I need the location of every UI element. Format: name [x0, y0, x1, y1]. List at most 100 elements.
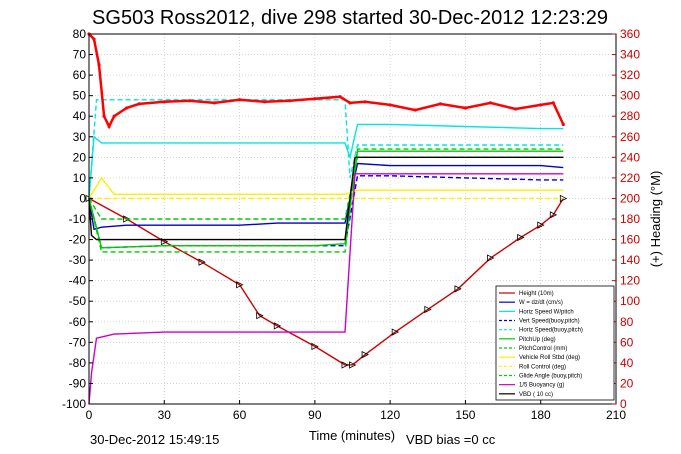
heading-point: [97, 63, 101, 67]
height-point: [236, 281, 244, 289]
y-tick-label-right: 360: [620, 27, 640, 41]
series-w-dz-dt-cm-s: [88, 162, 564, 231]
y-tick-label-left: 20: [73, 150, 87, 164]
legend-label: Vert Speed(buoy,pitch): [519, 319, 580, 325]
heading-point: [463, 106, 468, 110]
legend-label: PitchControl (mm): [519, 346, 567, 352]
y-tick-label-left: -50: [69, 294, 87, 308]
height-point: [123, 215, 131, 223]
series-vbd-10-cc: [88, 156, 564, 241]
y-tick-label-right: 20: [620, 376, 634, 390]
y-tick-label-right: 100: [620, 294, 640, 308]
y-tick-label-left: 60: [73, 68, 87, 82]
height-point: [349, 361, 357, 369]
legend-label: Glide Angle (buoy,pitch): [519, 374, 582, 380]
height-point: [391, 328, 400, 336]
x-tick-label: 210: [606, 408, 626, 422]
y-tick-label-left: 40: [73, 109, 87, 123]
heading-point: [162, 100, 166, 104]
heading-point: [125, 106, 129, 110]
y-tick-label-right: 40: [620, 356, 634, 370]
height-point: [311, 342, 319, 351]
heading-point: [338, 95, 342, 99]
heading-point: [551, 101, 555, 105]
y-tick-label-left: -70: [69, 335, 87, 349]
series-group: [85, 32, 568, 405]
series-horiz-speed-buoy-pitch: [88, 99, 564, 199]
right-axis-label: (+) Heading (°M): [648, 171, 663, 268]
height-point: [256, 311, 264, 320]
heading-point: [92, 37, 96, 41]
series-glide-angle-buoy-pitch: [88, 148, 564, 253]
footer-timestamp: 30-Dec-2012 15:49:15: [90, 432, 219, 447]
x-tick-label: 60: [233, 408, 247, 422]
y-tick-label-left: 30: [73, 130, 87, 144]
height-point: [537, 221, 545, 229]
heading-point: [539, 103, 543, 107]
height-point: [273, 322, 282, 330]
heading-point: [514, 107, 518, 111]
heading-point: [388, 103, 392, 107]
y-tick-label-left: 80: [73, 27, 87, 41]
legend-label: VBD ( 10 cc): [519, 392, 553, 398]
series-vehicle-roll-stbd-deg: [88, 176, 564, 199]
y-tick-label-right: 240: [620, 150, 640, 164]
height-point: [549, 211, 558, 219]
heading-point: [288, 99, 292, 103]
height-point: [424, 305, 432, 314]
y-tick-label-right: 180: [620, 212, 640, 226]
heading-point: [348, 101, 352, 105]
y-tick-label-left: -10: [69, 212, 87, 226]
y-tick-label-left: -100: [62, 397, 86, 411]
y-tick-label-right: 320: [620, 68, 640, 82]
y-tick-label-right: 140: [620, 253, 640, 267]
legend-label: Vehicle Roll Stbd (deg): [519, 355, 580, 361]
heading-point: [263, 100, 267, 104]
legend-label: Height (10m): [519, 291, 554, 297]
y-tick-label-left: 0: [79, 191, 86, 205]
x-axis-label: Time (minutes): [309, 428, 395, 443]
y-tick-label-right: 80: [620, 315, 634, 329]
heading-point: [212, 101, 217, 105]
heading-point: [561, 122, 565, 127]
y-tick-label-right: 160: [620, 233, 640, 247]
heading-point: [107, 124, 111, 129]
x-tick-label: 180: [531, 408, 551, 422]
heading-point: [137, 102, 141, 106]
y-tick-label-right: 60: [620, 335, 634, 349]
height-point: [559, 194, 568, 203]
y-tick-label-left: -90: [69, 376, 87, 390]
heading-point: [413, 108, 417, 112]
y-tick-label-left: -40: [69, 274, 87, 288]
legend-box: [495, 285, 615, 401]
y-tick-label-left: -20: [69, 233, 87, 247]
heading-point: [313, 97, 317, 101]
y-tick-label-left: 10: [73, 171, 87, 185]
height-point: [341, 361, 349, 369]
y-tick-label-right: 340: [620, 48, 640, 62]
y-tick-label-left: -30: [69, 253, 87, 267]
y-tick-label-left: -80: [69, 356, 87, 370]
series-1-5-buoyancy-g: [88, 173, 564, 405]
y-tick-label-right: 120: [620, 274, 640, 288]
height-point: [361, 351, 369, 359]
x-tick-label: 150: [455, 408, 475, 422]
heading-point: [112, 114, 116, 118]
y-tick-label-right: 260: [620, 130, 640, 144]
heading-point: [237, 98, 242, 102]
legend-label: Horiz Speed W/pitch: [519, 309, 574, 315]
x-tick-label: 120: [380, 408, 400, 422]
y-tick-label-left: 50: [73, 89, 87, 103]
heading-point: [488, 101, 493, 105]
x-tick-label: 90: [308, 408, 322, 422]
series-pitchup-deg: [88, 150, 564, 249]
footer-vbd-bias: VBD bias =0 cc: [406, 432, 496, 447]
height-point: [487, 254, 495, 262]
legend: Height (10m) W = dz/dt (cm/s) Horiz Speed …: [495, 285, 615, 401]
y-tick-label-right: 0: [620, 397, 627, 411]
axis-ticks: 0 30 60 90 120 150 180 21080706050403020100-10-…: [62, 27, 640, 422]
x-tick-label: 0: [86, 408, 93, 422]
heading-point: [438, 102, 442, 106]
y-tick-label-right: 280: [620, 109, 640, 123]
